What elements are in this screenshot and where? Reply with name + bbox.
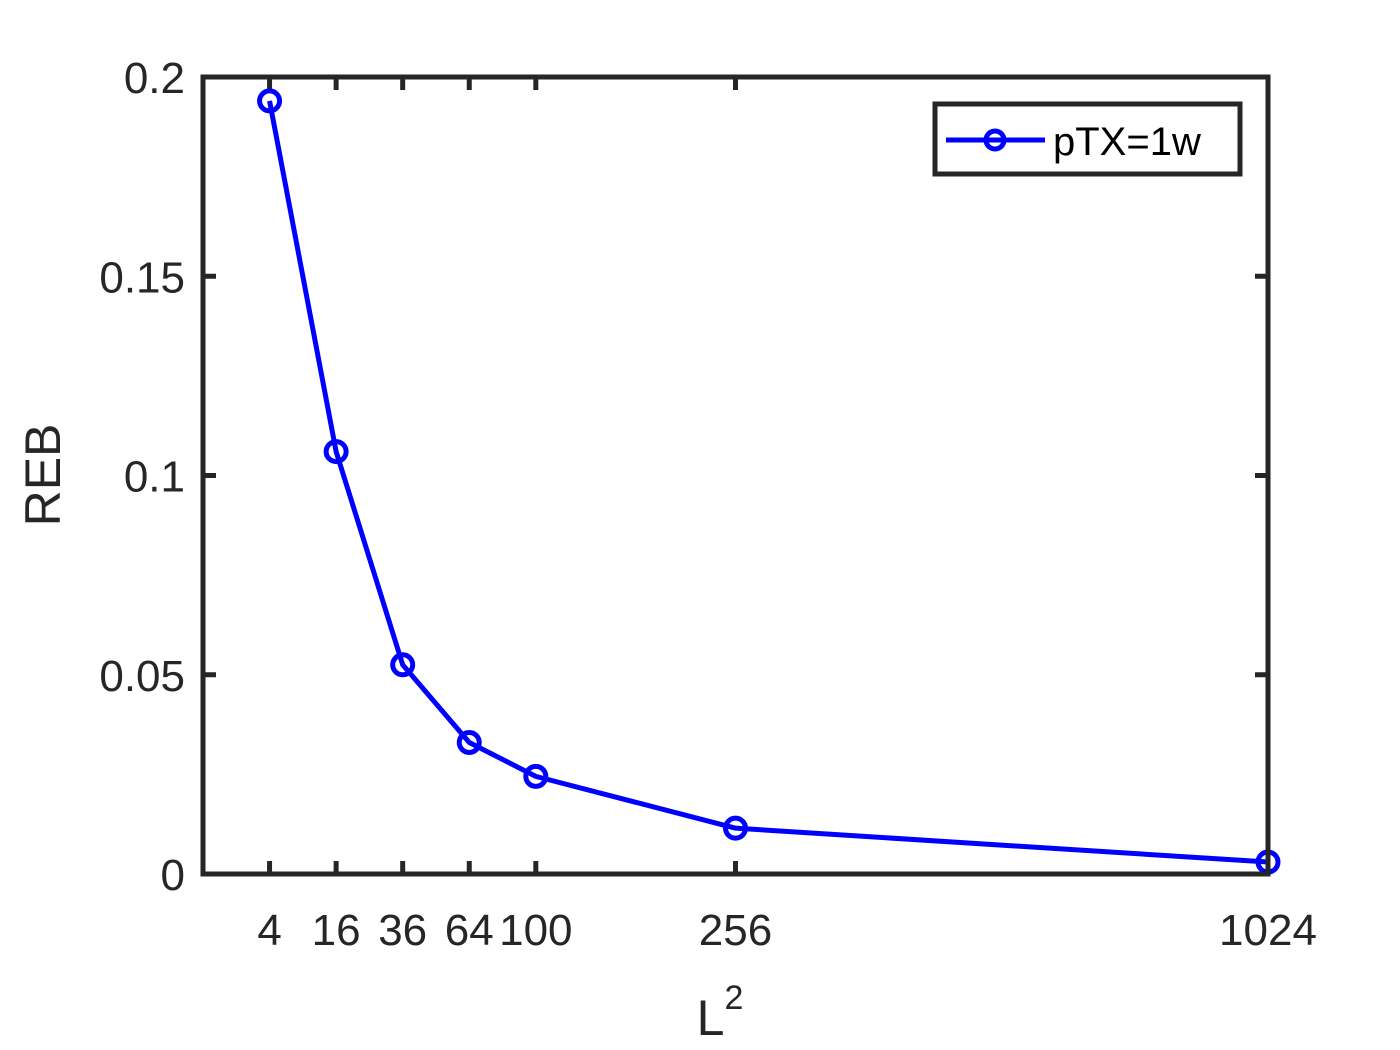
x-axis-label-base: L [697,990,725,1046]
x-axis-label-superscript: 2 [724,979,743,1017]
x-tick-label: 100 [499,906,572,955]
x-tick-label: 64 [445,906,494,955]
y-tick-label: 0 [161,851,185,900]
y-tick-label: 0.05 [99,652,185,701]
series-line [267,100,1269,865]
data-point [723,815,748,841]
legend-marker [983,128,1007,152]
plot-frame [200,74,1271,877]
data-point [323,439,349,465]
y-axis-label: REB [15,424,71,527]
plot-background [203,77,1268,874]
x-tick-label: 16 [312,906,361,955]
legend-label: pTX=1w [1053,120,1201,164]
x-tick-labels: 4 16 36 64 100 256 1024 [257,906,1317,955]
series-layer [257,88,1281,875]
x-tick-label: 4 [257,906,281,955]
legend: pTX=1w [932,101,1243,177]
y-tick-label: 0.2 [124,54,185,103]
x-tick-label: 256 [699,906,772,955]
data-point [257,88,283,114]
data-point [390,652,416,678]
data-point [456,729,482,755]
y-tick-label: 0.15 [99,253,185,302]
y-tick-label: 0.1 [124,453,185,502]
x-tick-label: 1024 [1219,906,1317,955]
x-tick-label: 36 [378,906,427,955]
x-axis-label: L2 [697,979,744,1046]
data-point [523,763,549,789]
y-tick-labels: 0 0.05 0.1 0.15 0.2 [99,54,185,900]
